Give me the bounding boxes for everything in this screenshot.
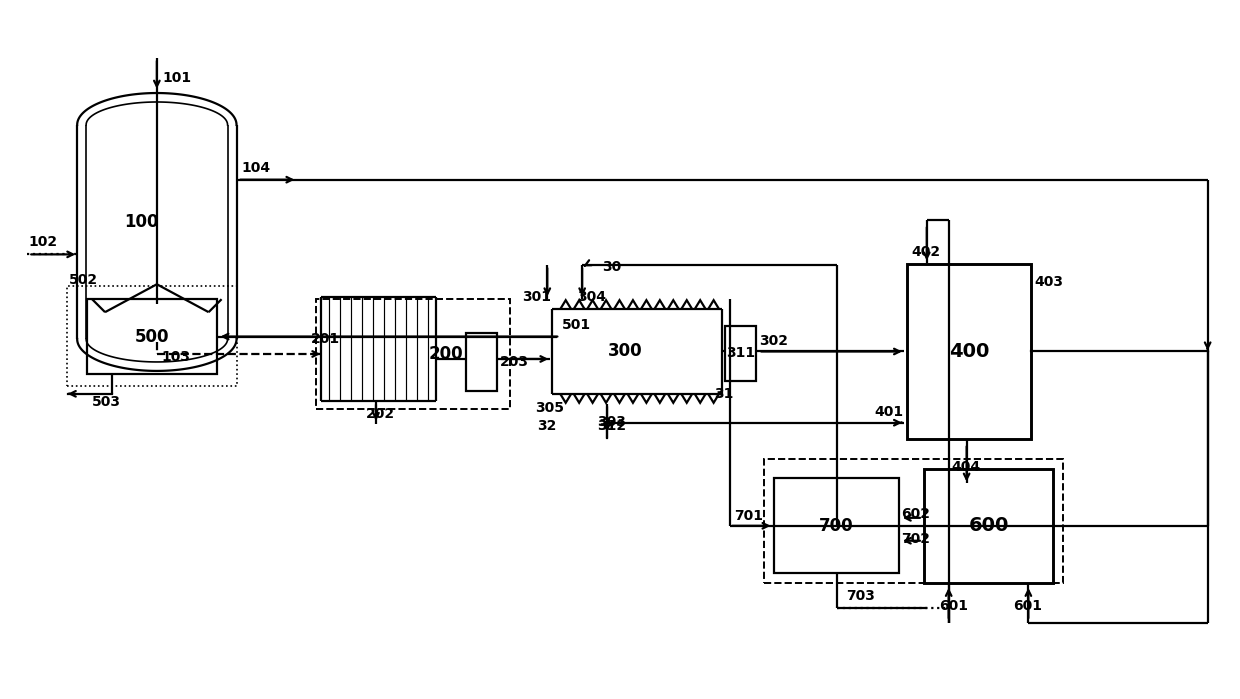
Text: 403: 403 [1034,275,1064,289]
Text: 103: 103 [162,350,191,364]
Text: 303: 303 [598,415,626,428]
Bar [67,287,237,386]
Text: 104: 104 [242,161,270,175]
Text: 502: 502 [69,273,98,287]
Text: 501: 501 [562,317,591,331]
Text: 102: 102 [29,236,57,250]
Text: 202: 202 [366,407,396,421]
Text: 400: 400 [949,342,990,361]
Bar [316,299,511,409]
Bar [764,459,1063,583]
Text: 601: 601 [1013,599,1043,613]
Text: 31: 31 [714,387,734,401]
Text: 600: 600 [968,517,1008,535]
Text: 300: 300 [608,343,642,361]
Text: 401: 401 [874,405,903,419]
Text: 201: 201 [311,332,340,346]
Text: 601: 601 [939,599,967,613]
Text: 701: 701 [734,509,764,523]
Text: 602: 602 [901,507,930,521]
Bar [924,468,1053,583]
Bar [775,479,899,573]
Bar [906,264,1032,439]
Text: 700: 700 [820,517,854,535]
Bar [724,326,756,381]
Text: 302: 302 [759,333,789,347]
Bar [465,333,497,391]
Text: 311: 311 [725,347,755,361]
Text: 101: 101 [162,71,192,85]
Text: 702: 702 [901,532,930,546]
Text: 312: 312 [598,419,626,433]
Text: 703: 703 [847,589,875,603]
Text: 301: 301 [522,290,552,304]
Text: 200: 200 [428,345,463,363]
Bar [87,299,217,374]
Text: 404: 404 [951,459,981,473]
Text: 305: 305 [536,401,564,415]
Text: 30: 30 [603,260,621,274]
Text: 32: 32 [537,419,557,433]
Text: 100: 100 [125,213,159,231]
Text: 503: 503 [92,395,122,409]
Text: 304: 304 [577,290,606,304]
Text: 500: 500 [135,328,169,345]
Text: 203: 203 [500,355,528,369]
Text: 402: 402 [911,245,941,259]
